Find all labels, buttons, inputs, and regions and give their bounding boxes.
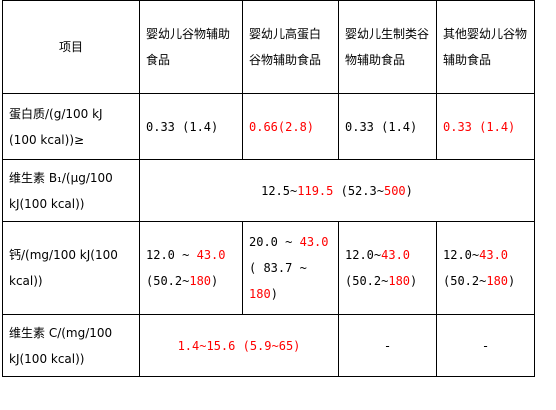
calcium-other-max: 43.0 <box>479 248 509 262</box>
vitamin-c-other-value: - <box>436 314 535 377</box>
calcium-high-protein-paren-open: ( 83.7 ~ <box>249 261 307 275</box>
calcium-other-value: 12.0~43.0 (50.2~180) <box>436 221 535 315</box>
protein-high-protein-paren: (2.8) <box>277 119 315 134</box>
row-label-protein: 蛋白质/(g/100 kJ (100 kcal))≥ <box>2 93 140 160</box>
row-label-calcium: 钙/(mg/100 kJ(100 kcal)) <box>2 221 140 315</box>
header-other-cereal-food: 其他婴幼儿谷物辅助食品 <box>436 0 535 94</box>
calcium-high-protein-paren-close: ) <box>270 287 278 301</box>
header-cereal-food: 婴幼儿谷物辅助食品 <box>139 0 243 94</box>
header-high-protein-cereal-food: 婴幼儿高蛋白谷物辅助食品 <box>242 0 339 94</box>
calcium-other-min: 12.0~ <box>443 248 480 262</box>
calcium-high-protein-min: 20.0 <box>249 235 278 249</box>
calcium-high-protein-tilde: ~ <box>285 235 293 249</box>
calcium-high-protein-max: 43.0 <box>299 235 329 249</box>
calcium-raw-max: 43.0 <box>381 248 411 262</box>
table-row-vitamin-c: 维生素 C/(mg/100 kJ(100 kcal)) 1.4~15.6 (5.… <box>2 314 535 377</box>
calcium-cereal-paren-open: (50.2~ <box>146 274 190 288</box>
calcium-cereal-paren-close: ) <box>211 274 219 288</box>
calcium-other-paren-max: 180 <box>486 274 509 288</box>
vitamin-b1-tilde: ~ <box>290 183 298 198</box>
calcium-high-protein-value: 20.0 ~ 43.0 ( 83.7 ~ 180) <box>242 221 339 315</box>
table-row-vitamin-b1: 维生素 B₁/(μg/100 kJ(100 kcal)) 12.5~119.5 … <box>2 159 535 222</box>
table-row-calcium: 钙/(mg/100 kJ(100 kcal)) 12.0 ~ 43.0 (50.… <box>2 221 535 315</box>
protein-high-protein-value: 0.66(2.8) <box>242 93 339 160</box>
protein-other-min: 0.33 <box>443 119 472 134</box>
calcium-raw-paren-max: 180 <box>388 274 411 288</box>
vitamin-b1-paren-close: ) <box>405 183 413 198</box>
protein-cereal-value: 0.33 (1.4) <box>139 93 243 160</box>
calcium-cereal-min: 12.0 <box>146 248 175 262</box>
calcium-raw-paren-open: (50.2~ <box>345 274 389 288</box>
calcium-high-protein-paren-max: 180 <box>249 287 271 301</box>
calcium-raw-paren-close: ) <box>410 274 418 288</box>
protein-high-protein-min: 0.66 <box>249 119 278 134</box>
vitamin-c-range-value: 1.4~15.6 (5.9~65) <box>139 314 339 377</box>
calcium-cereal-tilde: ~ <box>182 248 190 262</box>
vitamin-b1-paren-open: (52.3~ <box>340 183 384 198</box>
calcium-other-paren-open: (50.2~ <box>443 274 487 288</box>
calcium-cereal-value: 12.0 ~ 43.0 (50.2~180) <box>139 221 243 315</box>
vitamin-b1-min: 12.5 <box>261 183 291 198</box>
nutrient-requirements-table: 项目 婴幼儿谷物辅助食品 婴幼儿高蛋白谷物辅助食品 婴幼儿生制类谷物辅助食品 其… <box>2 0 535 377</box>
vitamin-b1-value: 12.5~119.5 (52.3~500) <box>139 159 535 222</box>
table-row-protein: 蛋白质/(g/100 kJ (100 kcal))≥ 0.33 (1.4) 0.… <box>2 93 535 160</box>
row-label-vitamin-b1: 维生素 B₁/(μg/100 kJ(100 kcal)) <box>2 159 140 222</box>
calcium-raw-min: 12.0~ <box>345 248 382 262</box>
calcium-other-paren-close: ) <box>508 274 516 288</box>
table-header-row: 项目 婴幼儿谷物辅助食品 婴幼儿高蛋白谷物辅助食品 婴幼儿生制类谷物辅助食品 其… <box>2 0 535 94</box>
vitamin-b1-paren-max: 500 <box>383 183 406 198</box>
header-item: 项目 <box>2 0 140 94</box>
vitamin-c-raw-value: - <box>338 314 437 377</box>
row-label-vitamin-c: 维生素 C/(mg/100 kJ(100 kcal)) <box>2 314 140 377</box>
protein-other-value: 0.33 (1.4) <box>436 93 535 160</box>
header-raw-cereal-food: 婴幼儿生制类谷物辅助食品 <box>338 0 437 94</box>
calcium-cereal-max: 43.0 <box>196 248 226 262</box>
calcium-raw-value: 12.0~43.0 (50.2~180) <box>338 221 437 315</box>
protein-raw-value: 0.33 (1.4) <box>338 93 437 160</box>
calcium-cereal-paren-max: 180 <box>189 274 212 288</box>
vitamin-b1-max: 119.5 <box>297 183 334 198</box>
protein-other-paren: (1.4) <box>479 119 516 134</box>
